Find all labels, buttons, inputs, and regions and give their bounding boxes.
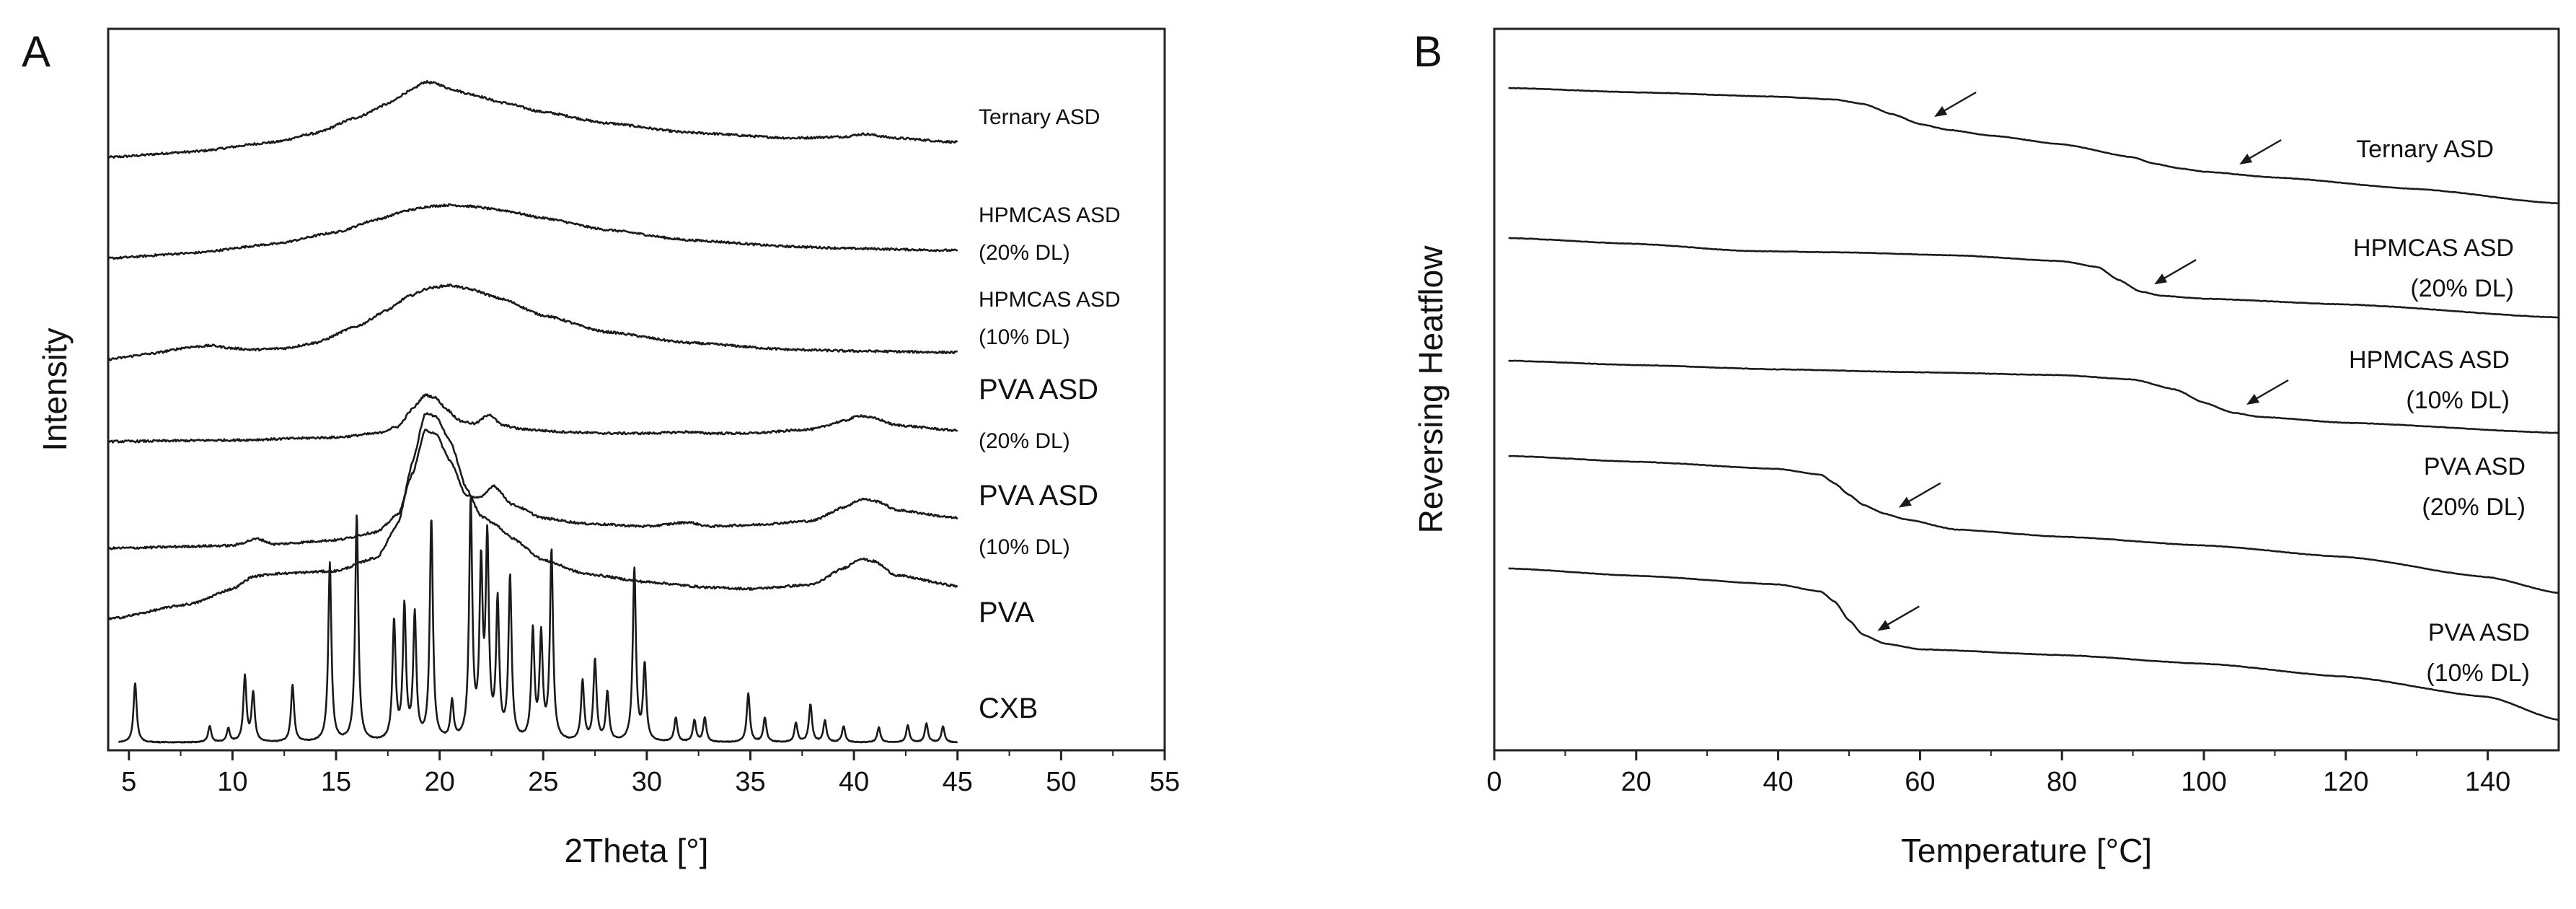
x-tick-label-a: 50: [1046, 767, 1076, 797]
series-line-b-2: [1508, 359, 2559, 434]
x-tick-label-b: 40: [1763, 767, 1793, 797]
x-tick-label-a: 30: [632, 767, 662, 797]
series-line-b-0: [1508, 87, 2559, 205]
series-label-a: (20% DL): [979, 429, 1070, 453]
x-tick-label-a: 55: [1150, 767, 1180, 797]
panel-letter-b: B: [1413, 27, 1442, 76]
series-label-b: (20% DL): [2410, 275, 2514, 302]
series-line-a-2: [107, 284, 958, 361]
x-tick-label-a: 15: [321, 767, 351, 797]
plot-frame-b: [1493, 27, 2560, 752]
x-tick-label-a: 45: [943, 767, 973, 797]
series-label-b: PVA ASD: [2428, 619, 2530, 646]
x-tick-label-a: 20: [424, 767, 454, 797]
panel-letter-a: A: [22, 27, 50, 76]
series-label-a: (10% DL): [979, 535, 1070, 559]
x-tick-label-a: 25: [528, 767, 558, 797]
x-tick-label-a: 40: [839, 767, 869, 797]
y-axis-title-b: Reversing Heatflow: [1412, 245, 1450, 534]
series-line-a-0: [107, 80, 958, 159]
plot-frame-a: [107, 27, 1166, 752]
x-ticks-a: 5 10 15 20 25 30 35 40 45 50 55: [121, 750, 1180, 797]
series-line-a-5: [107, 412, 958, 620]
series-line-a-6: [118, 496, 958, 744]
y-axis-title-a: Intensity: [36, 328, 74, 451]
series-label-b: PVA ASD: [2424, 453, 2526, 480]
x-axis-title-a: 2Theta [°]: [565, 832, 709, 869]
x-tick-label-b: 140: [2465, 767, 2510, 797]
panel-b: B 0 20 40 60 80 100 120 140 Ternary ASD HPMCAS A…: [1412, 27, 2560, 869]
transition-arrow: [2246, 379, 2289, 405]
transition-arrows-b: [1877, 91, 2289, 631]
series-label-a: (10% DL): [979, 325, 1070, 349]
series-label-a: PVA ASD: [979, 374, 1098, 405]
x-ticks-b: 0 20 40 60 80 100 120 140: [1486, 750, 2510, 797]
x-tick-label-b: 100: [2181, 767, 2226, 797]
series-line-a-4: [107, 429, 958, 550]
series-label-a: Ternary ASD: [979, 105, 1100, 129]
series-line-b-1: [1508, 237, 2559, 319]
transition-arrow: [2239, 139, 2282, 164]
series-label-b: (10% DL): [2426, 659, 2530, 687]
x-tick-label-a: 10: [217, 767, 247, 797]
series-line-a-1: [107, 203, 958, 260]
series-label-a: HPMCAS ASD: [979, 203, 1121, 227]
transition-arrow: [1934, 91, 1977, 117]
series-labels-b: Ternary ASD HPMCAS ASD (20% DL) HPMCAS ASD (…: [2349, 136, 2530, 687]
curves-a: [107, 80, 958, 744]
series-label-a: PVA ASD: [979, 480, 1098, 511]
x-tick-label-a: 35: [735, 767, 765, 797]
x-axis-title-b: Temperature [°C]: [1901, 832, 2152, 869]
series-label-b: HPMCAS ASD: [2349, 346, 2510, 374]
series-line-b-3: [1508, 454, 2559, 594]
transition-arrow: [2154, 259, 2197, 285]
series-label-b: Ternary ASD: [2356, 136, 2494, 163]
x-tick-label-b: 20: [1621, 767, 1651, 797]
series-line-a-3: [107, 393, 958, 444]
series-labels-a: Ternary ASD HPMCAS ASD (20% DL) HPMCAS ASD (…: [979, 105, 1121, 724]
series-line-b-4: [1508, 567, 2559, 721]
x-tick-label-b: 0: [1486, 767, 1501, 797]
x-tick-label-a: 5: [121, 767, 136, 797]
transition-arrow: [1898, 482, 1941, 508]
series-label-b: HPMCAS ASD: [2353, 234, 2514, 262]
x-tick-label-b: 60: [1905, 767, 1935, 797]
series-label-a: HPMCAS ASD: [979, 288, 1121, 312]
panel-a: A 5 10 15 20 25 30 35 40 45 50 55 Ternary ASD HPMCA…: [22, 27, 1180, 869]
series-label-a: (20% DL): [979, 241, 1070, 265]
series-label-b: (10% DL): [2406, 387, 2510, 414]
transition-arrow: [1877, 605, 1920, 631]
x-tick-label-b: 80: [2047, 767, 2077, 797]
curves-b: [1508, 87, 2559, 721]
series-label-b: (20% DL): [2422, 493, 2526, 521]
series-label-a: PVA: [979, 597, 1034, 628]
x-tick-label-b: 120: [2323, 767, 2368, 797]
series-label-a: CXB: [979, 693, 1038, 724]
